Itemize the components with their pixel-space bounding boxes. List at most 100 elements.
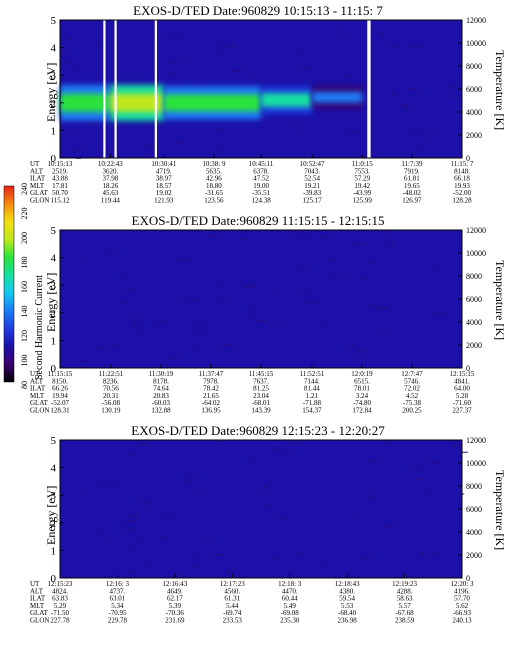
spectrogram-speckle [65,62,70,64]
colorbar-tick-label: 80 [20,381,29,389]
colorbar-label: Second Harmonic Current [34,275,45,380]
y-tick-label: 4 [51,253,57,265]
table-cell: -70.95 [108,609,127,617]
y-tick-label: 0 [51,573,57,585]
table-cell: -56.08 [102,399,121,407]
spectrogram-speckle [70,134,74,136]
table-cell: 57.29 [354,175,370,183]
y-tick-label: 0 [51,363,57,375]
spectrogram-band-core [60,93,111,112]
spectrogram-speckle [369,261,376,263]
panel-3-title: EXOS-D/TED Date:960829 12:15:23 - 12:20:… [131,423,385,438]
table-cell: 19.00 [253,182,269,190]
table-cell: 78.42 [203,385,219,393]
table-cell: 12:15:23 [48,580,73,588]
spectrogram-speckle [218,441,222,443]
spectrogram-speckle [412,46,421,48]
spectrogram-speckle [389,44,398,47]
table-cell: 1.21 [306,392,319,400]
table-cell: -31.65 [205,189,224,197]
table-cell: 11:52:51 [300,370,325,378]
panel-3-axes: 0 1 2 3 4 5 0 2000 4000 6000 8000 10000 12000 [51,435,487,585]
spectrogram-speckle [106,481,116,484]
spectrogram-speckle [74,68,78,70]
spectrogram-speckle [363,278,368,280]
table-cell: 78.01 [354,385,370,393]
table-cell: 66.18 [454,175,470,183]
panel-1-axes: 0 1 2 3 4 5 0 2000 4000 6000 8000 10000 12000 [51,15,487,165]
table-cell: 4719. [156,167,172,175]
table-cell: 12:16:43 [162,580,187,588]
spectrogram-data-gap [103,20,106,158]
spectrogram-speckle [60,51,67,53]
spectrogram-speckle [205,542,211,545]
colorbar-ticks: 240 220 200 180 160 140 120 100 80 [20,183,29,389]
spectrogram-speckle [216,128,222,131]
table-row-label: GLAT [30,189,49,197]
table-cell: 62.17 [167,595,183,603]
y2-tick-label: 10000 [466,459,486,468]
table-cell: 10:22:43 [98,160,123,168]
panel-1: EXOS-D/TED Date:960829 10:15:13 - 11:15:… [30,3,505,205]
table-cell: 19.94 [52,392,68,400]
spectrogram-speckle [132,325,141,327]
table-cell: 60.44 [282,595,298,603]
table-cell: -74.80 [353,399,372,407]
y2-tick-label: 4000 [466,108,482,117]
table-cell: 72.02 [404,385,420,393]
table-cell: 8178. [153,377,169,385]
table-row-label: GLON [30,197,49,205]
table-cell: 236.98 [338,617,358,625]
spectrogram-speckle [368,460,377,462]
spectrogram-speckle [297,266,307,268]
table-cell: 200.25 [402,407,422,415]
table-cell: 8236. [103,377,119,385]
table-cell: -69.08 [281,609,300,617]
table-cell: 61.31 [224,595,240,603]
spectrogram-band-core [312,91,363,103]
spectrogram-speckle [125,529,134,532]
spectrogram-speckle [226,570,235,573]
table-cell: 4196. [454,587,470,595]
table-cell: 5.29 [54,602,67,610]
spectrogram-background [60,440,462,578]
y2-tick-label: 12000 [466,436,486,445]
table-cell: 128.31 [50,407,70,415]
spectrogram-speckle [185,481,193,483]
spectrogram-speckle [157,320,165,322]
table-row-label: ALT [30,167,44,175]
table-cell: 227.78 [50,617,70,625]
y-tick-label: 3 [51,280,57,292]
spectrogram-speckle [273,447,280,449]
y-tick-label: 5 [51,15,57,27]
table-cell: -71.88 [303,399,322,407]
colorbar-tick-label: 200 [20,232,29,244]
panel-2-title: EXOS-D/TED Date:960829 11:15:15 - 12:15:… [132,213,385,228]
table-cell: 154.37 [302,407,322,415]
colorbar-tick-label: 160 [20,281,29,293]
spectrogram-band-core [163,94,262,112]
colorbar-tick-label: 100 [20,355,29,367]
table-row-label: GLON [30,407,49,415]
spectrogram-speckle [172,358,179,361]
spectrogram-speckle [296,552,301,554]
y2-tick-label: 2000 [466,131,482,140]
spectrogram-speckle [296,50,302,52]
spectrogram-speckle [252,462,257,464]
y-tick-label: 3 [51,490,57,502]
spectrogram-speckle [385,442,393,444]
table-cell: -75.38 [403,399,422,407]
table-cell: 227.37 [452,407,472,415]
table-cell: 5.53 [341,602,354,610]
table-cell: 58.63 [397,595,413,603]
spectrogram-speckle [370,305,379,307]
spectrogram-speckle [384,525,394,527]
spectrogram-speckle [90,122,99,124]
spectrogram-speckle [108,248,115,250]
y2-tick-label: 0 [466,364,470,373]
table-cell: -71.50 [51,609,70,617]
spectrogram-speckle [232,70,242,72]
table-cell: -66.93 [453,609,472,617]
panel-2: EXOS-D/TED Date:960829 11:15:15 - 12:15:… [30,213,505,415]
